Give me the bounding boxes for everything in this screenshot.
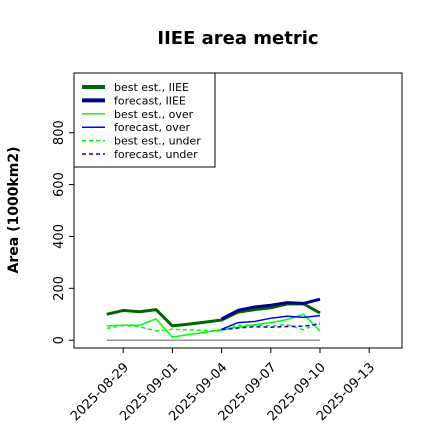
legend-label-4: best est., under: [114, 135, 201, 148]
plot-area: [106, 297, 321, 341]
y-axis: 0 200 400 600 800: [52, 120, 74, 344]
legend-label-2: best est., over: [114, 108, 194, 121]
plot-frame: [73, 72, 403, 349]
series-line-1: [220, 297, 321, 321]
series-line-5: [221, 323, 321, 331]
chart-title: IIEE area metric: [157, 28, 318, 49]
series-line-3: [221, 314, 321, 330]
legend-box: [73, 72, 216, 168]
y-axis-label: Area (1000km2): [6, 147, 22, 274]
series-line-4: [106, 321, 321, 332]
y-tick-label-1: 200: [52, 276, 67, 301]
y-tick-label-4: 800: [52, 120, 67, 145]
legend-label-3: forecast, over: [114, 121, 190, 134]
legend-label-0: best est., IIEE: [114, 81, 189, 94]
y-tick-label-2: 400: [52, 224, 67, 249]
y-tick-label-0: 0: [52, 336, 67, 344]
series-line-0: [106, 302, 321, 328]
y-tick-label-3: 600: [52, 172, 67, 197]
x-axis: 2025-08-292025-09-012025-09-042025-09-07…: [68, 348, 378, 424]
legend-label-1: forecast, IIEE: [114, 94, 186, 107]
legend-label-5: forecast, under: [114, 148, 198, 161]
